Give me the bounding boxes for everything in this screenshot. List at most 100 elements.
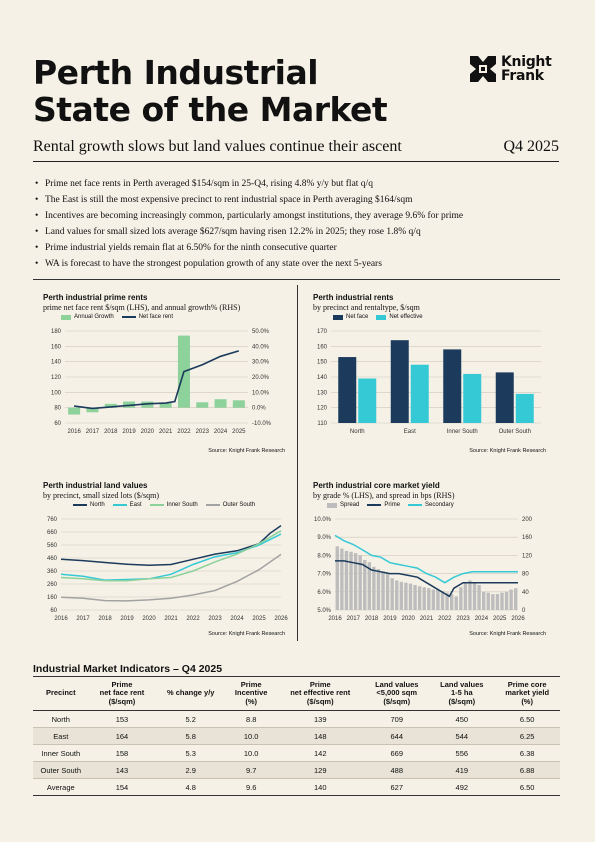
chart-subtitle: by precinct, small sized lots ($/sqm) (43, 491, 159, 500)
bar-annual-growth (68, 407, 81, 415)
y-tick-label: 8.0% (317, 553, 331, 559)
knight-frank-logo-icon (470, 56, 496, 82)
x-tick-label: 2020 (402, 616, 416, 622)
bar-spread (449, 594, 454, 610)
chart-title: Perth industrial core market yield (313, 481, 440, 490)
x-tick-label: 2024 (475, 616, 489, 622)
chart-legend: Annual Growth Net face rent (61, 314, 173, 320)
bar-annual-growth (159, 403, 172, 408)
bar-spread (436, 589, 440, 610)
chart-subtitle: by grade % (LHS), and spread in bps (RHS… (313, 491, 455, 500)
x-tick-label: 2016 (54, 616, 68, 622)
table-cell: 6.88 (494, 761, 560, 779)
bar-spread (353, 553, 358, 610)
bar-net-face (338, 357, 357, 423)
bar-spread (500, 592, 504, 610)
line-inner-south (60, 530, 282, 582)
table-header-cell: Land values 1-5 ha ($/sqm) (429, 676, 495, 711)
bar-spread (381, 571, 385, 610)
y-tick-label: 130 (317, 390, 328, 396)
x-tick-label: 2016 (67, 429, 81, 435)
y-tick-label: 120 (51, 375, 62, 381)
bar-spread (440, 590, 445, 610)
line-east (60, 533, 282, 581)
bar-spread (509, 589, 513, 610)
legend-swatch (376, 314, 387, 320)
bar-annual-growth (232, 400, 245, 408)
y2-tick-label: 40.0% (252, 344, 270, 350)
bar-annual-growth (104, 403, 117, 408)
y-tick-label: 60 (54, 421, 61, 427)
table-header-cell: Precinct (33, 676, 89, 711)
y-tick-label: 7.0% (317, 572, 331, 578)
table-title: Industrial Market Indicators – Q4 2025 (33, 663, 223, 675)
chart-source: Source: Knight Frank Research (208, 631, 285, 637)
y2-tick-label: -10.0% (252, 421, 272, 427)
legend-swatch (121, 316, 136, 318)
bar-spread (404, 582, 408, 610)
legend-swatch (205, 504, 220, 506)
key-point: Prime industrial yields remain flat at 6… (33, 240, 563, 256)
chart-subtitle: by precinct and rentaltype, $/sqm (313, 303, 420, 312)
y-tick-label: 9.0% (317, 535, 331, 541)
bar-spread (367, 562, 371, 610)
bar-spread (344, 550, 349, 610)
bar-spread (477, 584, 481, 610)
indicators-table: Precinct Prime net face rent ($/sqm)% chang… (33, 676, 560, 796)
table-cell: 669 (364, 744, 430, 762)
table-header-cell: % change y/y (155, 676, 227, 711)
line-outer-south (60, 553, 282, 602)
table-cell: 544 (429, 727, 495, 745)
bar-net-effective (410, 364, 429, 423)
subtitle-row: Rental growth slows but land values cont… (33, 138, 559, 162)
x-tick-label: 2017 (76, 616, 90, 622)
bar-spread (468, 580, 472, 610)
bar-spread (482, 591, 486, 610)
table-cell: 6.50 (494, 778, 560, 796)
key-point: The East is still the most expensive pre… (33, 192, 563, 208)
table-cell: 2.9 (155, 761, 227, 779)
chart-source: Source: Knight Frank Research (208, 448, 285, 454)
x-tick-label: 2020 (141, 429, 155, 435)
y-tick-label: 180 (51, 329, 62, 335)
y2-tick-label: 80 (522, 572, 529, 578)
table-cell: 139 (276, 710, 365, 728)
bar-spread (376, 569, 381, 610)
y-tick-label: 120 (317, 406, 328, 412)
y-tick-label: 10.0% (314, 517, 332, 523)
y-tick-label: 460 (47, 556, 58, 562)
table-row: East 164 5.8 10.0 148 644 544 6.25 (33, 727, 560, 745)
y-tick-label: 170 (317, 329, 328, 335)
table-cell: 419 (429, 761, 495, 779)
table-cell: 129 (276, 761, 365, 779)
chart-rents-precinct: Perth industrial rents by precinct and r… (313, 293, 546, 463)
table-cell: 450 (429, 710, 495, 728)
x-tick-label: 2018 (98, 616, 112, 622)
legend-swatch (367, 504, 382, 506)
bar-spread (399, 581, 404, 610)
legend-swatch (112, 504, 127, 506)
legend-swatch (149, 504, 164, 506)
x-tick-label: 2024 (230, 616, 244, 622)
line-prime (335, 560, 518, 598)
y-tick-label: 5.0% (317, 608, 331, 614)
table-cell: 627 (364, 778, 430, 796)
bar-spread (340, 548, 344, 610)
line-net-face-rent (74, 350, 240, 410)
x-tick-label: 2025 (493, 616, 507, 622)
bar-spread (454, 596, 458, 610)
bar-spread (363, 559, 367, 610)
y2-tick-label: 0 (522, 608, 526, 614)
bar-spread (504, 591, 509, 610)
chart-prime-rents: Perth industrial prime rents prime net f… (43, 293, 285, 463)
x-tick-label: 2018 (104, 429, 118, 435)
y2-tick-label: 20.0% (252, 375, 270, 381)
bar-net-effective (358, 378, 377, 423)
key-point: Incentives are becoming increasingly com… (33, 208, 563, 224)
table-row: Outer South 143 2.9 9.7 129 488 419 6.88 (33, 761, 560, 779)
table-cell: 154 (88, 778, 156, 796)
y-tick-label: 760 (47, 517, 58, 523)
bar-spread (463, 582, 468, 610)
precinct-cell: Inner South (33, 744, 89, 762)
bar-spread (372, 566, 376, 610)
